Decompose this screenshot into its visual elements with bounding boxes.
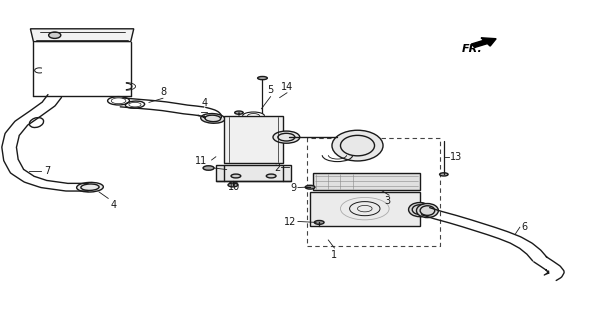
Text: 3: 3 xyxy=(384,196,390,206)
Ellipse shape xyxy=(49,32,61,38)
Ellipse shape xyxy=(440,173,448,176)
Polygon shape xyxy=(30,29,134,42)
Bar xyxy=(313,173,420,190)
Ellipse shape xyxy=(314,220,324,224)
Ellipse shape xyxy=(203,166,214,170)
Text: 6: 6 xyxy=(522,221,528,232)
Ellipse shape xyxy=(266,174,276,178)
Text: 10: 10 xyxy=(228,182,240,192)
Text: 4: 4 xyxy=(111,200,117,210)
Text: 7: 7 xyxy=(44,166,50,176)
Text: FR.: FR. xyxy=(462,44,483,54)
Bar xyxy=(224,116,283,163)
Text: 11: 11 xyxy=(195,156,207,166)
Ellipse shape xyxy=(77,182,103,192)
Ellipse shape xyxy=(235,111,243,114)
Bar xyxy=(216,165,291,181)
Text: 9: 9 xyxy=(290,183,296,193)
Text: 1: 1 xyxy=(331,250,337,260)
Text: 8: 8 xyxy=(160,87,166,97)
Ellipse shape xyxy=(416,204,438,218)
Text: 2: 2 xyxy=(275,163,281,173)
Ellipse shape xyxy=(332,130,383,161)
Text: 4: 4 xyxy=(202,98,208,108)
Ellipse shape xyxy=(305,185,315,189)
Bar xyxy=(310,192,420,226)
Ellipse shape xyxy=(273,131,300,143)
Text: 14: 14 xyxy=(281,82,293,92)
Ellipse shape xyxy=(201,114,225,123)
Text: 13: 13 xyxy=(450,152,462,162)
Text: 5: 5 xyxy=(268,85,274,95)
Ellipse shape xyxy=(228,183,238,187)
Ellipse shape xyxy=(231,174,241,178)
Ellipse shape xyxy=(258,76,268,80)
Bar xyxy=(307,138,440,246)
Text: 12: 12 xyxy=(284,217,296,228)
FancyArrow shape xyxy=(471,38,496,47)
Ellipse shape xyxy=(409,203,430,217)
